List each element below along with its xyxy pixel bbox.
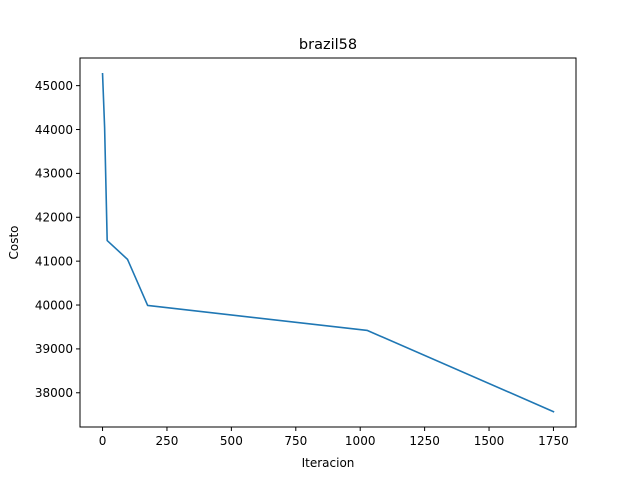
y-tick-label: 44000 <box>35 123 73 137</box>
x-tick-label: 1500 <box>474 434 505 448</box>
y-tick-label: 40000 <box>35 298 73 312</box>
x-tick-label: 1000 <box>345 434 376 448</box>
y-tick-label: 42000 <box>35 211 73 225</box>
x-tick-label: 1250 <box>409 434 440 448</box>
y-tick-label: 41000 <box>35 254 73 268</box>
x-tick-label: 250 <box>156 434 179 448</box>
x-tick-label: 500 <box>220 434 243 448</box>
y-tick-label: 43000 <box>35 167 73 181</box>
y-axis-label: Costo <box>7 225 21 259</box>
series-line-0 <box>101 72 555 413</box>
y-tick-label: 39000 <box>35 342 73 356</box>
x-tick-label: 750 <box>284 434 307 448</box>
x-axis: 0 250 500 750 1000 1250 1500 1750 <box>99 427 569 448</box>
y-tick-label: 38000 <box>35 386 73 400</box>
x-axis-label: Iteracion <box>302 456 355 470</box>
chart-title: brazil58 <box>299 37 357 53</box>
y-axis: 38000 39000 40000 41000 42000 43000 44000 45000 <box>35 79 80 400</box>
x-tick-label: 0 <box>99 434 107 448</box>
y-tick-label: 45000 <box>35 79 73 93</box>
series-layer <box>101 72 555 413</box>
plot-frame <box>79 57 577 428</box>
x-tick-label: 1750 <box>538 434 569 448</box>
